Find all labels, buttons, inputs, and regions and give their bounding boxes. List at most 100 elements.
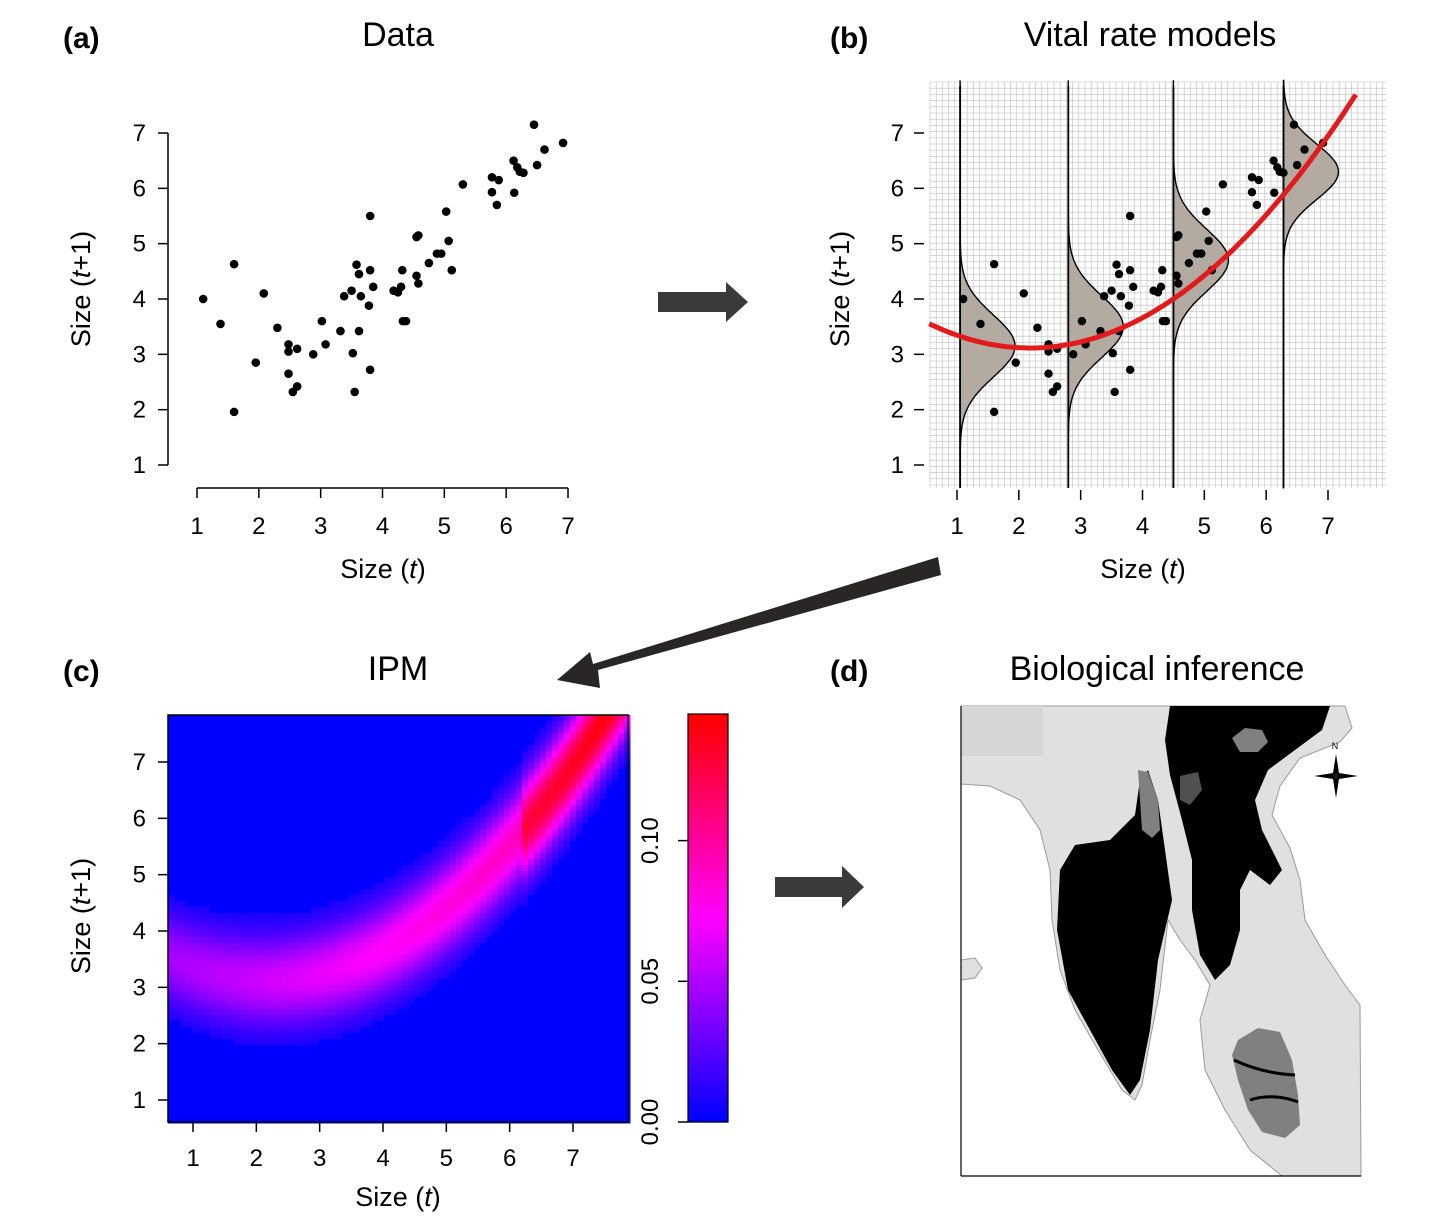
heatmap-cell bbox=[516, 853, 523, 860]
heatmap-cell bbox=[294, 991, 301, 998]
heatmap-cell bbox=[288, 937, 295, 944]
heatmap-cell bbox=[474, 775, 481, 782]
heatmap-cell bbox=[408, 763, 415, 770]
heatmap-cell bbox=[456, 1021, 463, 1028]
heatmap-cell bbox=[534, 781, 541, 788]
heatmap-cell bbox=[384, 871, 391, 878]
heatmap-cell bbox=[282, 949, 289, 956]
heatmap-cell bbox=[492, 859, 499, 866]
heatmap-cell bbox=[282, 997, 289, 1004]
heatmap-cell bbox=[456, 1069, 463, 1076]
heatmap-cell bbox=[498, 757, 505, 764]
heatmap-cell bbox=[168, 955, 175, 962]
heatmap-cell bbox=[516, 979, 523, 986]
heatmap-cell bbox=[240, 721, 247, 728]
heatmap-cell bbox=[534, 1057, 541, 1064]
heatmap-cell bbox=[516, 817, 523, 824]
heatmap-cell bbox=[306, 1009, 313, 1016]
heatmap-cell bbox=[522, 775, 529, 782]
heatmap-cell bbox=[348, 1009, 355, 1016]
heatmap-cell bbox=[444, 853, 451, 860]
heatmap-cell bbox=[426, 769, 433, 776]
heatmap-cell bbox=[372, 721, 379, 728]
heatmap-cell bbox=[192, 763, 199, 770]
heatmap-cell bbox=[330, 1027, 337, 1034]
heatmap-cell bbox=[306, 811, 313, 818]
heatmap-cell bbox=[342, 733, 349, 740]
heatmap-cell bbox=[486, 1087, 493, 1094]
heatmap-cell bbox=[240, 823, 247, 830]
heatmap-cell bbox=[222, 1033, 229, 1040]
heatmap-cell bbox=[306, 739, 313, 746]
heatmap-cell bbox=[342, 1117, 349, 1124]
data-point bbox=[989, 259, 999, 269]
heatmap-cell bbox=[558, 1027, 565, 1034]
heatmap-cell bbox=[330, 841, 337, 848]
heatmap-cell bbox=[366, 895, 373, 902]
heatmap-cell bbox=[402, 1081, 409, 1088]
heatmap-cell bbox=[570, 847, 577, 854]
heatmap-cell bbox=[486, 715, 493, 722]
heatmap-cell bbox=[276, 763, 283, 770]
heatmap-cell bbox=[546, 859, 553, 866]
heatmap-cell bbox=[360, 727, 367, 734]
heatmap-cell bbox=[360, 1027, 367, 1034]
heatmap-cell bbox=[210, 787, 217, 794]
heatmap-cell bbox=[222, 865, 229, 872]
heatmap-cell bbox=[570, 889, 577, 896]
heatmap-cell bbox=[570, 823, 577, 830]
heatmap-cell bbox=[450, 931, 457, 938]
data-point bbox=[336, 326, 345, 336]
heatmap-cell bbox=[426, 871, 433, 878]
heatmap-cell bbox=[174, 1021, 181, 1028]
heatmap-cell bbox=[330, 763, 337, 770]
heatmap-cell bbox=[396, 883, 403, 890]
heatmap-cell bbox=[234, 1117, 241, 1124]
heatmap-cell bbox=[366, 751, 373, 758]
heatmap-cell bbox=[306, 1003, 313, 1010]
heatmap-cell bbox=[270, 877, 277, 884]
heatmap-cell bbox=[330, 907, 337, 914]
heatmap-cell bbox=[384, 859, 391, 866]
heatmap-cell bbox=[480, 931, 487, 938]
heatmap-cell bbox=[498, 733, 505, 740]
heatmap-cell bbox=[540, 919, 547, 926]
heatmap-cell bbox=[462, 985, 469, 992]
heatmap-cell bbox=[264, 1057, 271, 1064]
heatmap-cell bbox=[546, 721, 553, 728]
heatmap-cell bbox=[396, 865, 403, 872]
heatmap-cell bbox=[366, 925, 373, 932]
heatmap-cell bbox=[468, 1063, 475, 1070]
heatmap-cell bbox=[534, 1117, 541, 1124]
heatmap-cell bbox=[222, 997, 229, 1004]
heatmap-cell bbox=[426, 853, 433, 860]
heatmap-cell bbox=[306, 925, 313, 932]
heatmap-cell bbox=[390, 1087, 397, 1094]
heatmap-cell bbox=[540, 757, 547, 764]
heatmap-cell bbox=[540, 733, 547, 740]
heatmap-cell bbox=[540, 931, 547, 938]
heatmap-cell bbox=[438, 769, 445, 776]
heatmap-cell bbox=[288, 763, 295, 770]
heatmap-cell bbox=[564, 889, 571, 896]
heatmap-cell bbox=[516, 913, 523, 920]
heatmap-cell bbox=[282, 1063, 289, 1070]
heatmap-cell bbox=[402, 1099, 409, 1106]
heatmap-cell bbox=[570, 925, 577, 932]
heatmap-cell bbox=[198, 925, 205, 932]
heatmap-cell bbox=[312, 721, 319, 728]
heatmap-cell bbox=[534, 1021, 541, 1028]
heatmap-cell bbox=[528, 847, 535, 854]
heatmap-cell bbox=[432, 883, 439, 890]
heatmap-cell bbox=[180, 805, 187, 812]
heatmap-cell bbox=[228, 1021, 235, 1028]
heatmap-cell bbox=[558, 847, 565, 854]
heatmap-cell bbox=[426, 1111, 433, 1118]
heatmap-cell bbox=[540, 985, 547, 992]
heatmap-cell bbox=[216, 787, 223, 794]
panel-title-c: IPM bbox=[367, 650, 429, 688]
heatmap-cell bbox=[504, 877, 511, 884]
heatmap-cell bbox=[222, 1081, 229, 1088]
heatmap-cell bbox=[450, 901, 457, 908]
